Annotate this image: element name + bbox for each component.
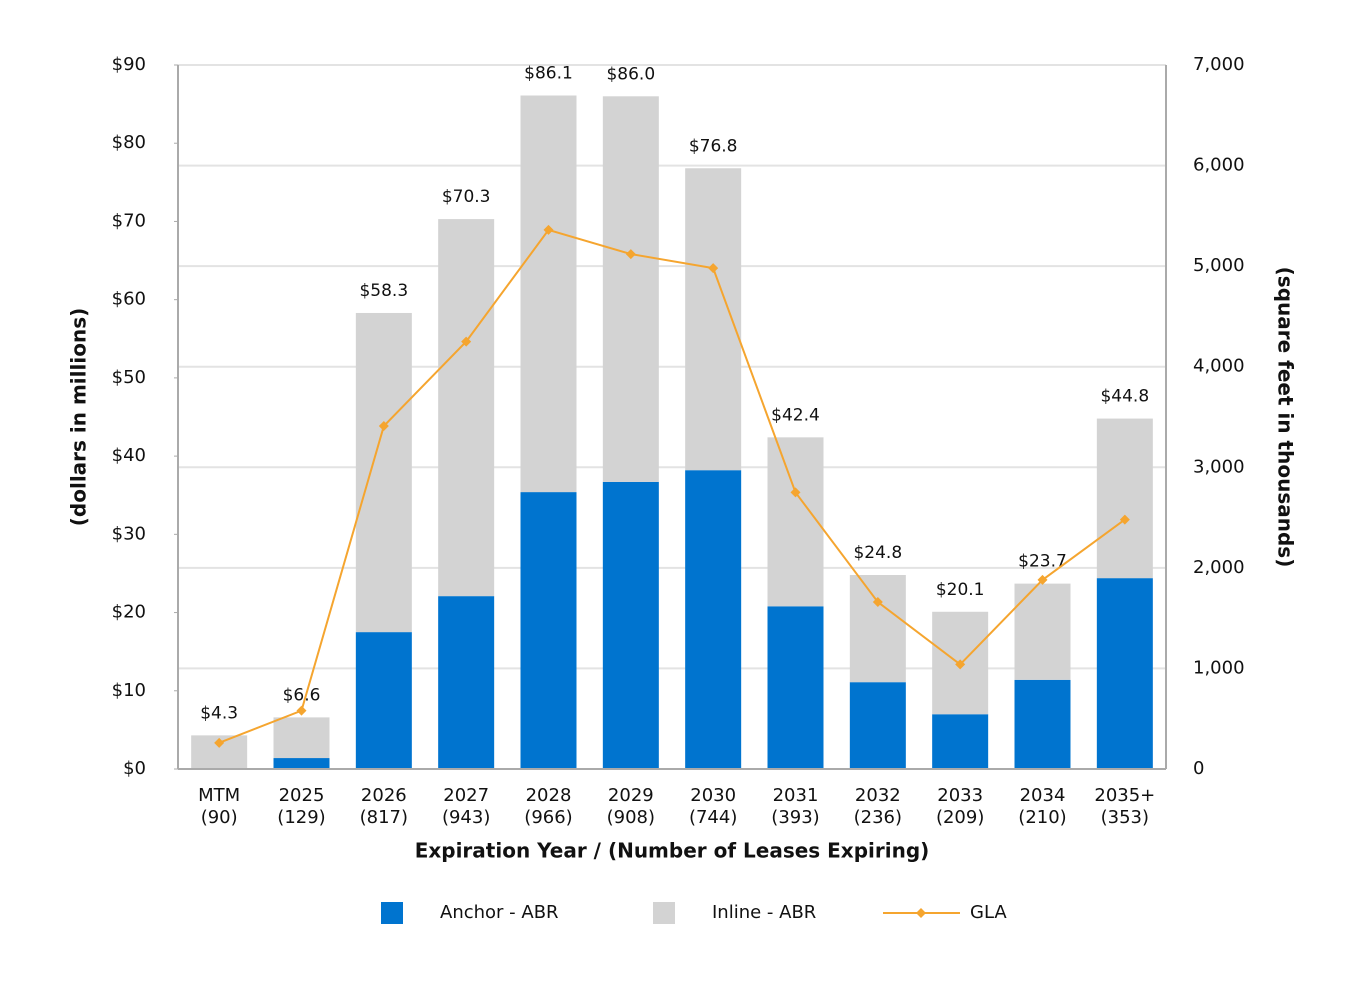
value-label: $24.8	[853, 543, 902, 563]
y2-tick-label: 1,000	[1193, 657, 1245, 678]
bar-segment	[1096, 418, 1153, 579]
y-tick-label: $50	[112, 367, 146, 388]
line-marker	[708, 263, 719, 274]
x-tick-label: 2029	[608, 785, 654, 806]
bar-segment	[602, 96, 659, 482]
y-tick-label: $20	[112, 602, 146, 623]
x-tick-sublabel: (908)	[607, 807, 655, 828]
bar-segment	[273, 758, 330, 769]
bar-segment	[1014, 583, 1071, 680]
bar-segment	[1096, 578, 1153, 769]
bar-segment	[1014, 679, 1071, 769]
x-tick-sublabel: (209)	[936, 807, 984, 828]
x-tick-sublabel: (744)	[689, 807, 737, 828]
x-tick-label: MTM	[198, 785, 240, 806]
bar-segment	[767, 437, 824, 607]
legend-label: Inline - ABR	[712, 902, 816, 923]
bar-segment	[849, 575, 906, 683]
bar-segment	[932, 714, 989, 769]
x-tick-label: 2032	[855, 785, 901, 806]
x-axis-title: Expiration Year / (Number of Leases Expi…	[415, 839, 930, 863]
x-tick-sublabel: (353)	[1101, 807, 1149, 828]
x-tick-label: 2031	[773, 785, 819, 806]
x-tick-sublabel: (210)	[1018, 807, 1066, 828]
bar-segment	[355, 632, 412, 769]
x-tick-sublabel: (817)	[360, 807, 408, 828]
y-tick-label: $30	[112, 523, 146, 544]
bar-segment	[438, 596, 495, 769]
bar-segment	[520, 492, 577, 769]
value-label: $4.3	[200, 703, 238, 723]
y2-tick-label: 7,000	[1193, 54, 1245, 75]
value-label: $58.3	[359, 281, 408, 301]
line-marker	[378, 421, 389, 432]
line-marker	[955, 659, 966, 670]
y2-tick-label: 2,000	[1193, 557, 1245, 578]
line-marker	[461, 336, 472, 347]
x-tick-sublabel: (393)	[771, 807, 819, 828]
y2-tick-label: 4,000	[1193, 356, 1245, 377]
y2-axis-title: (square feet in thousands)	[1274, 267, 1298, 568]
x-tick-label: 2026	[361, 785, 407, 806]
line-marker	[1037, 574, 1048, 585]
y-tick-label: $0	[123, 758, 146, 779]
legend-swatch	[653, 902, 675, 924]
legend-marker	[916, 908, 926, 918]
line-marker	[872, 597, 883, 608]
line-marker	[214, 737, 225, 748]
x-tick-sublabel: (90)	[201, 807, 238, 828]
y2-tick-label: 6,000	[1193, 155, 1245, 176]
x-tick-sublabel: (129)	[277, 807, 325, 828]
legend-label: GLA	[970, 902, 1007, 923]
line-marker	[790, 487, 801, 498]
y-tick-label: $10	[112, 680, 146, 701]
bar-segment	[273, 717, 330, 759]
y-tick-label: $80	[112, 132, 146, 153]
line-marker	[1119, 514, 1130, 525]
y-tick-label: $40	[112, 445, 146, 466]
value-label: $23.7	[1018, 552, 1067, 572]
x-tick-label: 2025	[279, 785, 325, 806]
y2-tick-label: 5,000	[1193, 255, 1245, 276]
x-tick-sublabel: (966)	[524, 807, 572, 828]
legend-label: Anchor - ABR	[440, 902, 559, 923]
x-tick-label: 2030	[690, 785, 736, 806]
value-label: $20.1	[936, 580, 985, 600]
x-tick-label: 2035+	[1094, 785, 1155, 806]
line-marker	[296, 705, 307, 716]
x-tick-sublabel: (943)	[442, 807, 490, 828]
x-tick-label: 2028	[526, 785, 572, 806]
value-label: $86.0	[606, 64, 655, 84]
y-axis-title: (dollars in millions)	[67, 308, 91, 526]
value-label: $6.6	[283, 685, 321, 705]
bar-segment	[520, 95, 577, 493]
value-label: $86.1	[524, 64, 573, 84]
bar-segment	[438, 219, 495, 597]
line-marker	[625, 249, 636, 260]
value-label: $76.8	[689, 136, 738, 156]
x-tick-label: 2034	[1020, 785, 1066, 806]
line	[218, 228, 1126, 744]
bar-segment	[767, 606, 824, 769]
bar-segment	[849, 682, 906, 769]
bar-segment	[355, 312, 412, 633]
x-tick-label: 2033	[937, 785, 983, 806]
y-tick-label: $60	[112, 289, 146, 310]
y-tick-label: $90	[112, 54, 146, 75]
value-label: $42.4	[771, 405, 820, 425]
value-label: $70.3	[442, 187, 491, 207]
bar-segment	[602, 481, 659, 769]
x-tick-label: 2027	[443, 785, 489, 806]
y-tick-label: $70	[112, 210, 146, 231]
value-label: $44.8	[1100, 387, 1149, 407]
legend-swatch	[381, 902, 403, 924]
y2-tick-label: 0	[1193, 758, 1204, 779]
line-marker	[543, 224, 554, 235]
bar-segment	[685, 470, 742, 769]
y2-tick-label: 3,000	[1193, 456, 1245, 477]
x-tick-sublabel: (236)	[854, 807, 902, 828]
